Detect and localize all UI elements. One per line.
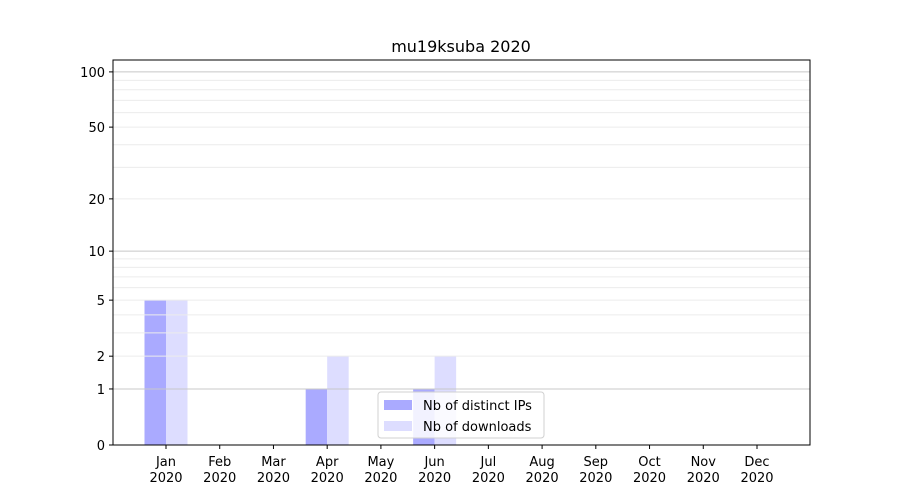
legend-swatch [384,400,412,410]
y-tick-label: 50 [88,121,105,136]
x-tick-label: Jun 2020 [418,455,451,486]
y-tick-label: 0 [97,439,105,454]
y-tick-label: 5 [97,294,105,309]
legend-swatch [384,421,412,431]
x-tick-label: Oct 2020 [633,455,666,486]
x-tick-label: Feb 2020 [203,455,236,486]
x-tick-label: Aug 2020 [526,455,559,486]
bar [166,300,188,445]
x-tick-label: Jan 2020 [149,455,182,486]
x-tick-label: Jul 2020 [472,455,505,486]
chart-title: mu19ksuba 2020 [391,37,531,56]
x-tick-label: Mar 2020 [257,455,290,486]
legend-label: Nb of distinct IPs [423,399,532,414]
y-tick-label: 2 [97,350,105,365]
y-tick-label: 20 [88,193,105,208]
x-tick-label: Nov 2020 [687,455,720,486]
legend-label: Nb of downloads [423,420,532,435]
y-tick-label: 1 [97,383,105,398]
plot-frame [112,59,811,446]
x-tick-label: Apr 2020 [311,455,344,486]
x-tick-label: May 2020 [364,455,397,486]
y-tick-label: 100 [80,66,105,81]
legend: Nb of distinct IPs Nb of downloads [377,391,545,439]
y-tick-label: 10 [88,245,105,260]
x-tick-label: Dec 2020 [740,455,773,486]
bar [305,388,328,445]
bar [144,300,166,445]
x-tick-label: Sep 2020 [579,455,612,486]
legend-box [377,391,545,439]
bar [327,356,349,445]
